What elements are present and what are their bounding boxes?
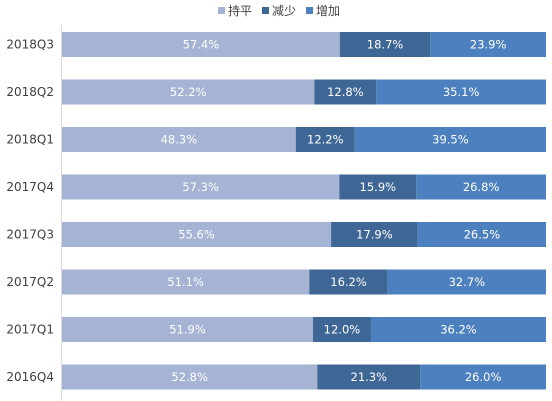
bar-segment xyxy=(376,79,546,105)
data-label: 18.7% xyxy=(367,38,404,52)
bar-segment xyxy=(312,317,371,342)
category-label: 2017Q4 xyxy=(6,180,54,194)
legend-label: 持平 xyxy=(228,3,252,18)
legend-swatch xyxy=(262,7,269,14)
bar-segment xyxy=(62,269,310,295)
bar-segment xyxy=(62,222,332,247)
bars: 57.4% 18.7% 23.9% 52.2% 12.8% 35.1% 48.3% 12.2%… xyxy=(62,32,546,390)
bar-segment xyxy=(62,364,318,390)
bar-segment xyxy=(309,269,388,295)
category-label: 2017Q2 xyxy=(6,275,54,289)
legend-label: 增加 xyxy=(316,4,340,18)
bar-segment xyxy=(370,317,546,342)
category-label: 2018Q3 xyxy=(6,38,54,52)
data-label: 15.9% xyxy=(360,180,397,194)
bar-segment xyxy=(62,174,340,200)
data-label: 52.8% xyxy=(171,370,208,384)
bar-segment xyxy=(62,127,296,152)
bar-segment xyxy=(331,222,418,247)
data-label: 35.1% xyxy=(443,85,480,99)
data-label: 52.2% xyxy=(170,85,207,99)
data-label: 51.9% xyxy=(169,323,206,337)
data-label: 57.4% xyxy=(183,38,220,52)
data-label: 39.5% xyxy=(432,133,469,147)
legend-swatch xyxy=(306,7,313,14)
legend-swatch xyxy=(218,7,225,14)
data-label: 57.3% xyxy=(182,180,219,194)
bar-segment xyxy=(354,127,546,152)
category-label: 2018Q1 xyxy=(6,133,54,147)
bar-segment xyxy=(339,32,431,57)
category-label: 2017Q1 xyxy=(6,323,54,337)
bar-segment xyxy=(295,127,355,152)
bar-segment xyxy=(420,364,546,390)
category-labels: 2018Q3 2018Q2 2018Q1 2017Q4 2017Q3 2017Q2 2017… xyxy=(6,38,54,385)
bar-segment xyxy=(62,79,315,105)
bar-segment xyxy=(387,269,546,295)
data-label: 32.7% xyxy=(449,275,486,289)
bar-segment xyxy=(430,32,546,57)
data-label: 12.8% xyxy=(327,85,364,99)
data-label: 55.6% xyxy=(178,228,215,242)
data-label: 17.9% xyxy=(356,228,393,242)
legend-label: 减少 xyxy=(272,4,296,18)
category-label: 2016Q4 xyxy=(6,370,54,384)
data-label: 12.2% xyxy=(307,133,344,147)
category-label: 2017Q3 xyxy=(6,228,54,242)
bar-segment xyxy=(417,222,546,247)
category-label: 2018Q2 xyxy=(6,85,54,99)
data-label: 16.2% xyxy=(330,275,367,289)
bar-segment xyxy=(62,32,340,57)
data-label: 12.0% xyxy=(324,323,361,337)
data-label: 21.3% xyxy=(351,370,388,384)
data-label: 48.3% xyxy=(161,133,198,147)
data-label: 36.2% xyxy=(440,323,477,337)
bar-segment xyxy=(416,174,546,200)
bar-segment xyxy=(339,174,417,200)
data-label: 26.0% xyxy=(465,370,502,384)
bar-segment xyxy=(62,317,313,342)
data-label: 23.9% xyxy=(470,38,507,52)
data-label: 26.5% xyxy=(464,228,501,242)
data-label: 26.8% xyxy=(463,180,500,194)
bar-segment xyxy=(317,364,421,390)
legend: 持平 减少 增加 xyxy=(218,3,340,18)
data-label: 51.1% xyxy=(167,275,204,289)
bar-segment xyxy=(314,79,377,105)
